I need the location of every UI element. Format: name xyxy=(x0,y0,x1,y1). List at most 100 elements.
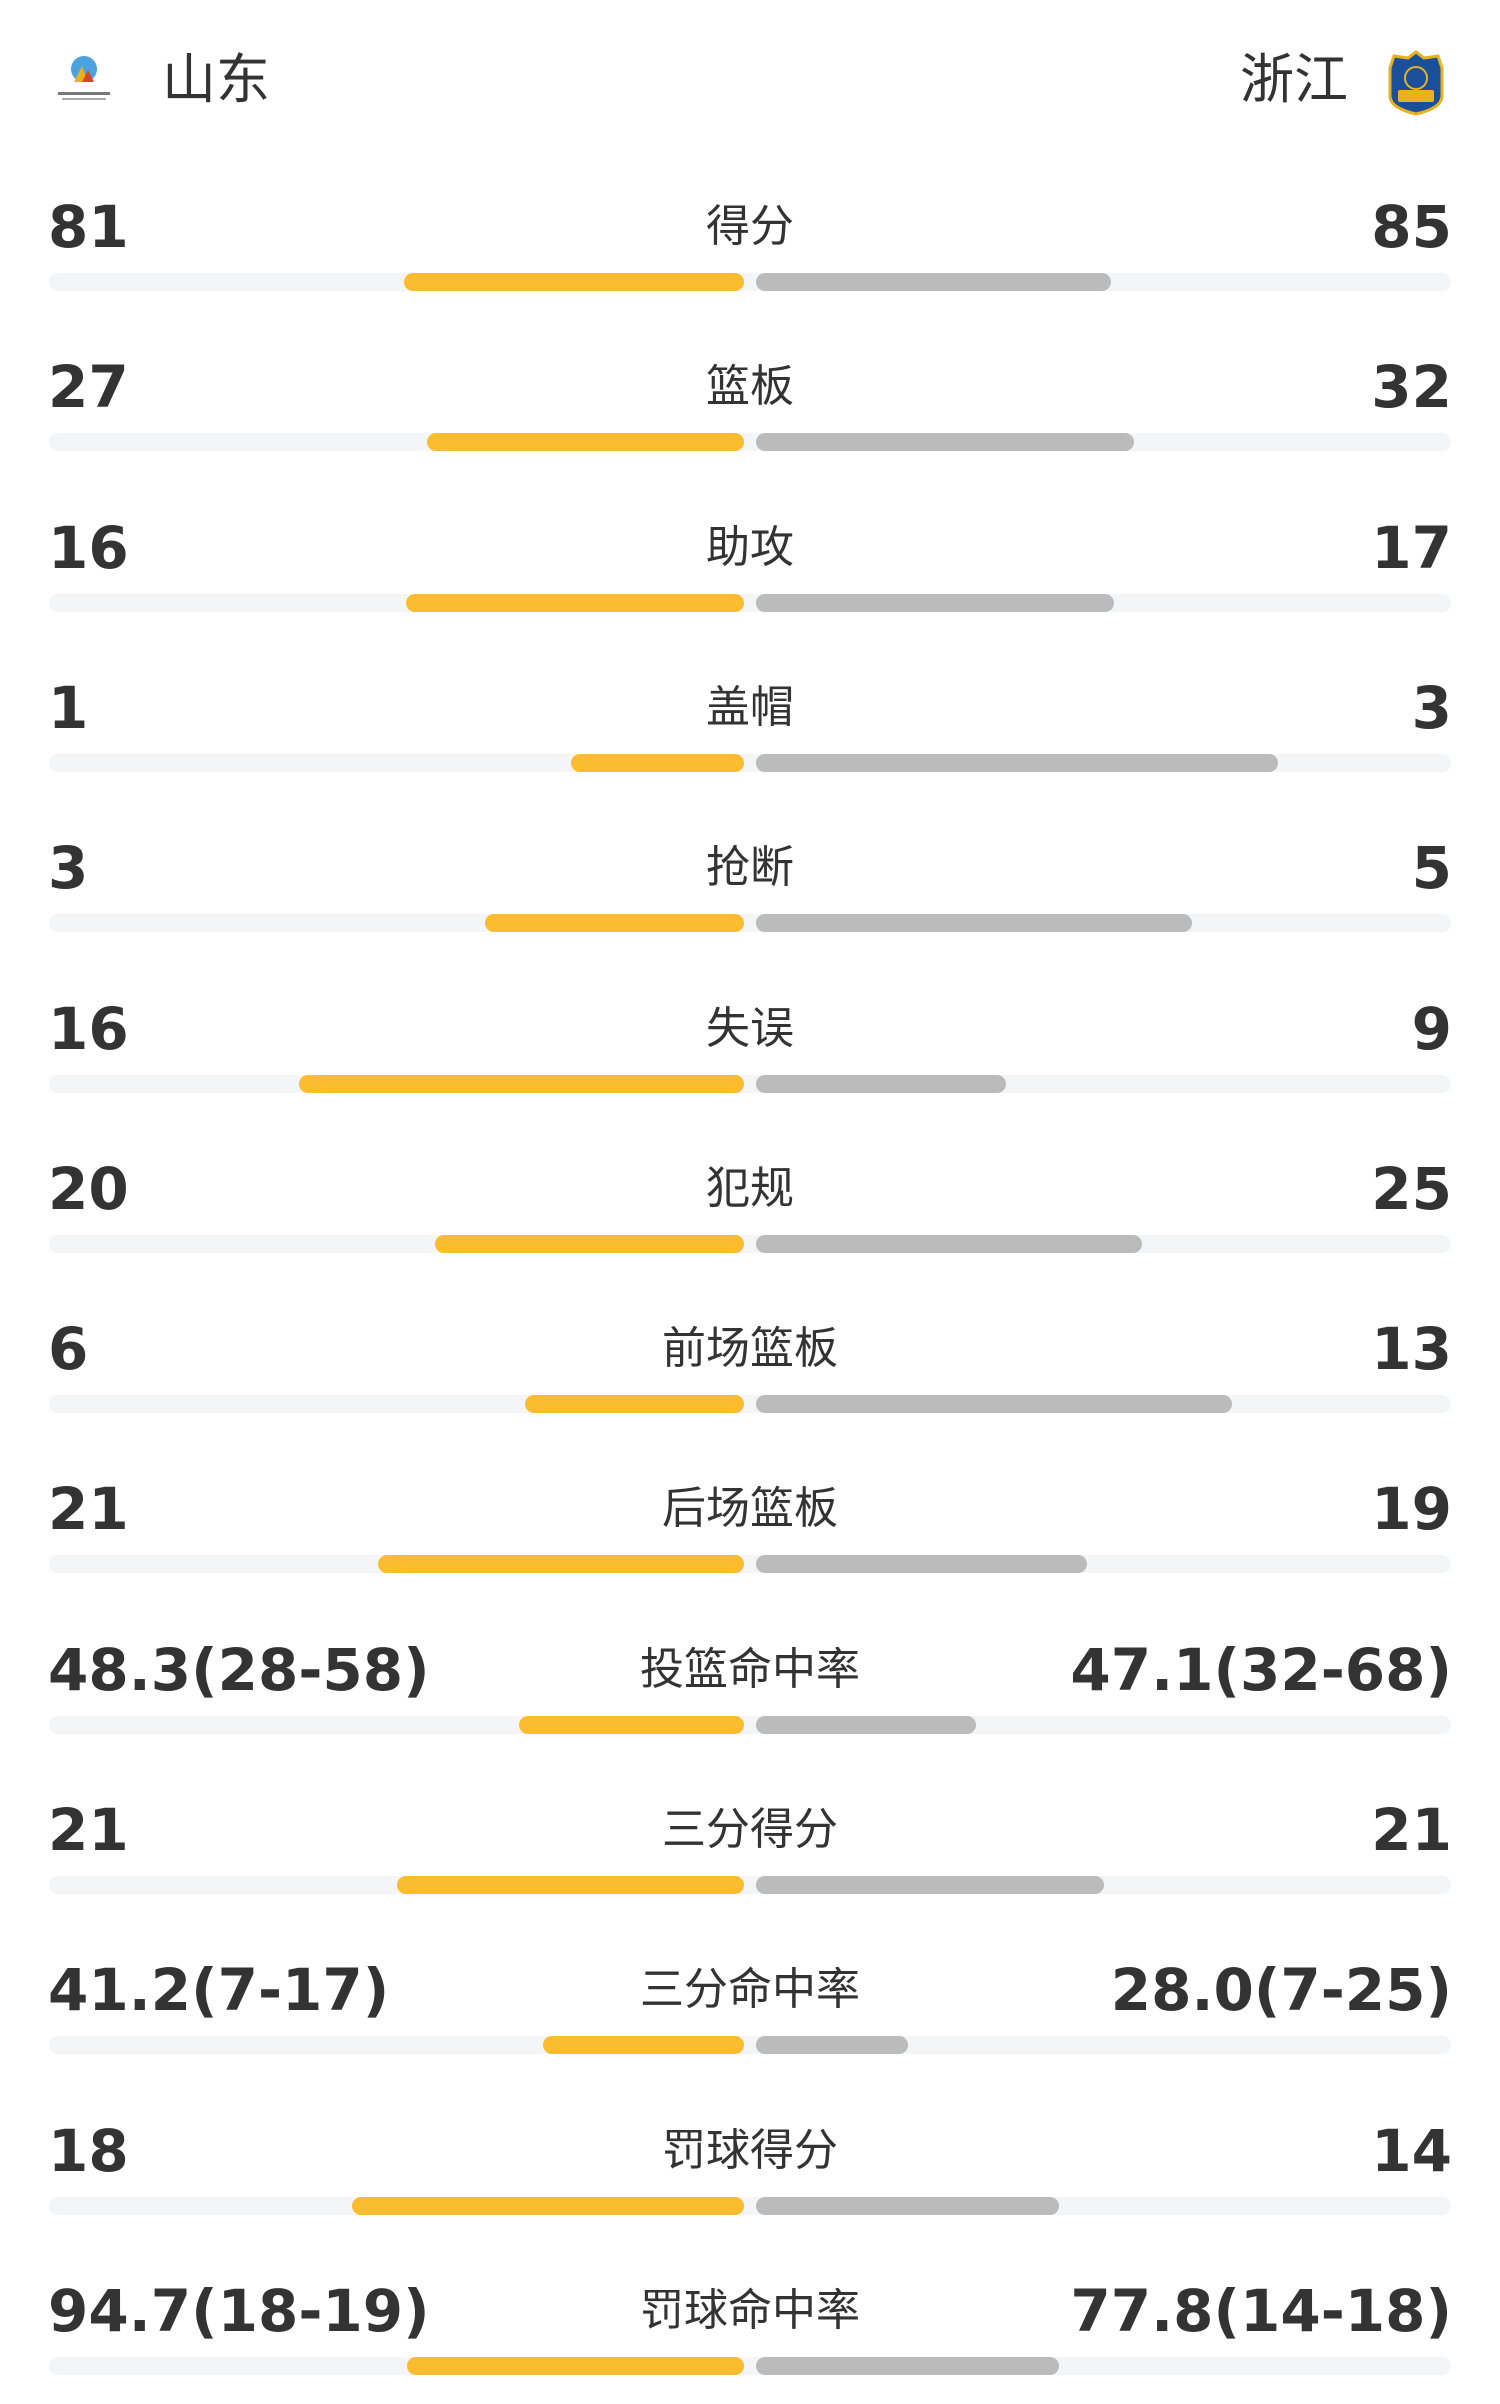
away-bar xyxy=(756,273,1112,291)
home-value: 20 xyxy=(48,1154,129,1223)
bar-track xyxy=(49,1715,1451,1734)
home-bar xyxy=(406,2356,744,2375)
away-value: 17 xyxy=(1371,513,1452,582)
away-bar xyxy=(756,1234,1142,1253)
away-bar xyxy=(756,753,1278,772)
stat-label: 后场篮板 xyxy=(662,1483,838,1535)
bar-track xyxy=(49,1074,1451,1093)
away-value: 21 xyxy=(1371,1796,1452,1864)
away-bar xyxy=(756,2356,1060,2375)
stat-label: 罚球得分 xyxy=(662,2124,838,2176)
home-bar xyxy=(298,1074,744,1093)
bar-track xyxy=(49,1234,1451,1253)
home-value: 3 xyxy=(48,834,89,903)
home-bar xyxy=(396,1876,744,1894)
home-value: 21 xyxy=(48,1475,129,1544)
stat-label: 篮板 xyxy=(706,361,794,413)
away-value: 9 xyxy=(1411,994,1452,1063)
stat-row: 41.2(7-17) 三分命中率 28.0(7-25) xyxy=(0,1923,1500,2083)
away-value: 25 xyxy=(1371,1154,1452,1223)
away-value: 13 xyxy=(1371,1315,1452,1384)
stat-row: 18 罚球得分 14 xyxy=(0,2084,1500,2244)
stat-row: 21 后场篮板 19 xyxy=(0,1442,1500,1602)
stat-label: 投篮命中率 xyxy=(640,1643,860,1695)
home-bar xyxy=(485,914,744,933)
home-bar xyxy=(352,2196,744,2215)
bar-track xyxy=(49,2036,1451,2055)
stat-row: 16 失误 9 xyxy=(0,962,1500,1122)
stat-row: 3 抢断 5 xyxy=(0,801,1500,961)
home-value: 94.7(18-19) xyxy=(48,2276,430,2345)
stat-row: 6 前场篮板 13 xyxy=(0,1282,1500,1442)
home-bar xyxy=(427,433,744,452)
stat-label: 三分命中率 xyxy=(640,1964,860,2016)
stat-row: 27 篮板 32 xyxy=(0,320,1500,480)
away-value: 3 xyxy=(1411,673,1452,742)
stat-row: 94.7(18-19) 罚球命中率 77.8(14-18) xyxy=(0,2244,1500,2404)
away-bar xyxy=(756,2036,908,2055)
home-bar xyxy=(518,1715,744,1734)
home-value: 81 xyxy=(48,193,129,261)
stat-label: 失误 xyxy=(706,1002,794,1054)
away-bar xyxy=(756,1876,1104,1894)
stat-label: 助攻 xyxy=(706,521,794,573)
bar-track xyxy=(49,1555,1451,1574)
home-value: 18 xyxy=(48,2116,129,2185)
away-bar xyxy=(756,1715,977,1734)
away-value: 32 xyxy=(1371,353,1452,422)
bar-track xyxy=(49,2196,1451,2215)
bar-track xyxy=(49,1876,1451,1894)
home-bar xyxy=(378,1555,744,1574)
away-team-name: 浙江 xyxy=(1240,48,1348,111)
team-header: 山东 浙江 xyxy=(0,0,1500,160)
home-bar xyxy=(434,1234,744,1253)
bar-track xyxy=(49,593,1451,612)
away-bar xyxy=(756,1074,1006,1093)
bar-track xyxy=(49,1395,1451,1414)
stat-label: 三分得分 xyxy=(662,1804,838,1855)
home-value: 27 xyxy=(48,353,129,422)
away-bar xyxy=(756,1555,1087,1574)
stat-row: 16 助攻 17 xyxy=(0,481,1500,641)
bar-track xyxy=(49,2356,1451,2375)
bar-track xyxy=(49,273,1451,291)
away-bar xyxy=(756,2196,1060,2215)
stat-row: 48.3(28-58) 投篮命中率 47.1(32-68) xyxy=(0,1603,1500,1763)
stat-row: 20 犯规 25 xyxy=(0,1122,1500,1282)
away-bar xyxy=(756,593,1114,612)
home-value: 16 xyxy=(48,513,129,582)
home-bar xyxy=(405,593,744,612)
home-value: 48.3(28-58) xyxy=(48,1635,430,1704)
stat-label: 罚球命中率 xyxy=(640,2284,860,2336)
away-value: 47.1(32-68) xyxy=(1070,1635,1452,1704)
home-value: 6 xyxy=(48,1315,89,1384)
home-value: 21 xyxy=(48,1796,129,1864)
away-value: 28.0(7-25) xyxy=(1110,1956,1452,2025)
home-value: 16 xyxy=(48,994,129,1063)
home-bar xyxy=(543,2036,744,2055)
away-value: 5 xyxy=(1411,834,1452,903)
zhejiang-logo-icon xyxy=(1388,50,1444,116)
stat-row: 81 得分 85 xyxy=(0,160,1500,320)
away-bar xyxy=(756,1395,1233,1414)
stat-label: 盖帽 xyxy=(706,681,794,733)
home-bar xyxy=(570,753,744,772)
away-value: 85 xyxy=(1371,193,1452,261)
stat-row: 21 三分得分 21 xyxy=(0,1763,1500,1923)
home-bar xyxy=(404,273,744,291)
bar-track xyxy=(49,914,1451,933)
stat-label: 前场篮板 xyxy=(662,1323,838,1375)
away-bar xyxy=(756,433,1135,452)
stat-label: 得分 xyxy=(706,201,794,252)
away-value: 19 xyxy=(1371,1475,1452,1544)
home-value: 1 xyxy=(48,673,89,742)
stat-row: 1 盖帽 3 xyxy=(0,641,1500,801)
stat-label: 抢断 xyxy=(706,842,794,894)
home-team-name: 山东 xyxy=(162,48,270,111)
home-value: 41.2(7-17) xyxy=(48,1956,390,2025)
away-value: 77.8(14-18) xyxy=(1070,2276,1452,2345)
bar-track xyxy=(49,433,1451,452)
shandong-logo-icon xyxy=(58,56,110,100)
away-value: 14 xyxy=(1371,2116,1452,2185)
away-bar xyxy=(756,914,1193,933)
